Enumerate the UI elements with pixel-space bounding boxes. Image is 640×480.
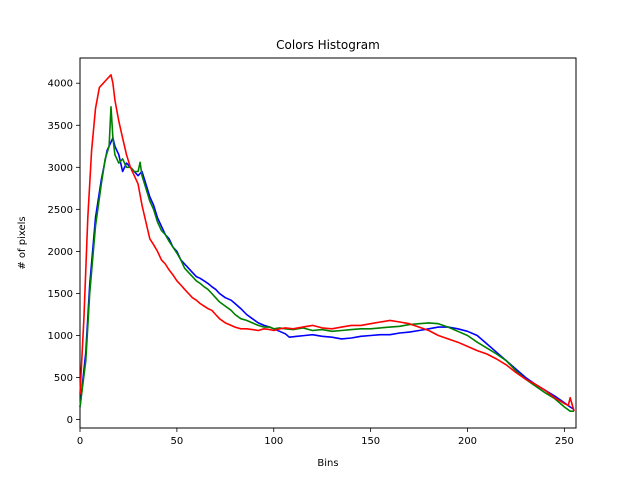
chart-title: Colors Histogram: [276, 38, 380, 52]
y-tick-label: 1000: [48, 331, 73, 342]
x-axis-ticks: 0 50 100 150 200 250: [77, 428, 574, 447]
y-tick-label: 2000: [48, 247, 73, 258]
y-tick-label: 2500: [48, 205, 73, 216]
series-layer: [79, 74, 575, 413]
x-tick-label: 0: [77, 436, 83, 447]
plot-frame: [79, 57, 577, 429]
x-tick-label: 200: [458, 436, 477, 447]
y-tick-label: 4000: [48, 79, 73, 90]
y-tick-label: 3500: [48, 121, 73, 132]
y-tick-label: 500: [54, 373, 73, 384]
y-axis-label: # of pixels: [17, 216, 28, 269]
y-axis-ticks: 0 500 1000 1500 2000 2500 3000 3500 4000: [48, 79, 80, 426]
series-line-2: [79, 74, 575, 412]
plot-area: 0 50 100 150 200 250 0 500 1000 1500 2000 2500 3000…: [48, 57, 577, 447]
y-tick-label: 3000: [48, 163, 73, 174]
x-tick-label: 250: [555, 436, 574, 447]
y-tick-label: 1500: [48, 289, 73, 300]
y-tick-label: 0: [67, 415, 73, 426]
x-axis-label: Bins: [317, 458, 338, 469]
x-tick-label: 50: [171, 436, 184, 447]
x-tick-label: 150: [361, 436, 380, 447]
x-tick-label: 100: [264, 436, 283, 447]
